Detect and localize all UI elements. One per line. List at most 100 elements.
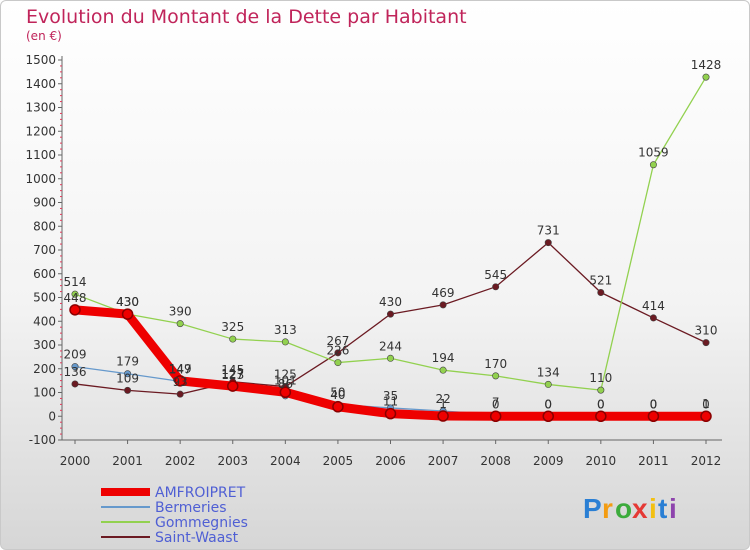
data-point-gommegnies (229, 335, 237, 343)
data-label-bermeries: 0 (544, 397, 552, 411)
y-tick-label: 0 (48, 409, 56, 423)
y-tick-label: 800 (33, 219, 56, 233)
data-point-gommegnies (386, 354, 394, 362)
y-tick-label: 700 (33, 243, 56, 257)
x-tick-label: 2008 (480, 454, 511, 468)
data-point-gommegnies (649, 161, 657, 169)
data-label-gommegnies: 226 (326, 344, 349, 358)
y-tick-label: 1000 (25, 172, 56, 186)
y-tick-label: 1500 (25, 53, 56, 67)
y-tick-label: 600 (33, 267, 56, 281)
data-point-bermeries (71, 363, 79, 371)
x-tick-label: 2003 (217, 454, 248, 468)
data-label-bermeries: 0 (597, 397, 605, 411)
x-tick-label: 2007 (428, 454, 459, 468)
data-label-amfroipret: 101 (274, 373, 297, 387)
data-point-amfroipret (700, 410, 712, 422)
y-tick-label: 100 (33, 386, 56, 400)
data-label-saint-waast: 267 (326, 334, 349, 348)
x-tick-label: 2010 (586, 454, 617, 468)
data-point-bermeries (124, 370, 132, 378)
data-point-amfroipret (542, 410, 554, 422)
logo-letter: t (658, 493, 667, 524)
y-tick-label: 1100 (25, 148, 56, 162)
data-label-gommegnies: 134 (537, 365, 560, 379)
y-tick-label: 1400 (25, 77, 56, 91)
data-point-saint-waast (386, 310, 394, 318)
y-tick-label: 300 (33, 338, 56, 352)
x-tick-label: 2006 (375, 454, 406, 468)
x-tick-label: 2012 (691, 454, 722, 468)
data-label-saint-waast: 310 (695, 324, 718, 338)
data-label-amfroipret: 1 (439, 397, 447, 411)
data-label-gommegnies: 244 (379, 339, 402, 353)
data-point-amfroipret (384, 407, 397, 420)
data-point-amfroipret (174, 375, 186, 387)
data-point-amfroipret (332, 401, 344, 413)
data-point-amfroipret (489, 410, 502, 422)
data-label-saint-waast: 521 (589, 274, 612, 288)
data-label-saint-waast: 125 (274, 368, 297, 382)
legend-label-saint-waast: Saint-Waast (155, 530, 239, 546)
x-tick-label: 2004 (270, 454, 301, 468)
data-label-gommegnies: 390 (169, 305, 192, 319)
x-tick-label: 2002 (165, 454, 196, 468)
x-tick-label: 2005 (323, 454, 354, 468)
data-label-saint-waast: 145 (221, 363, 244, 377)
data-label-bermeries: 209 (64, 348, 87, 362)
y-tick-label: 200 (33, 362, 56, 376)
logo-letter: P (583, 493, 602, 524)
data-label-gommegnies: 430 (116, 295, 139, 309)
data-point-amfroipret (279, 386, 292, 399)
data-point-saint-waast (597, 289, 605, 297)
data-label-saint-waast: 430 (379, 295, 402, 309)
data-label-amfroipret: 127 (221, 367, 244, 381)
data-label-amfroipret: 0 (650, 397, 658, 411)
data-point-saint-waast (334, 349, 342, 357)
logo-letter: r (602, 493, 613, 524)
legend-label-bermeries: Bermeries (155, 500, 227, 516)
data-point-gommegnies (702, 73, 710, 81)
data-point-gommegnies (176, 320, 184, 328)
data-label-amfroipret: 0 (702, 397, 710, 411)
y-tick-label: -100 (29, 433, 56, 447)
x-tick-label: 2011 (638, 454, 669, 468)
data-point-amfroipret (121, 308, 134, 320)
data-label-amfroipret: 0 (597, 397, 605, 411)
chart-title: Evolution du Montant de la Dette par Hab… (26, 6, 467, 28)
legend-label-amfroipret: AMFROIPRET (155, 485, 246, 501)
data-point-amfroipret (595, 410, 607, 422)
data-point-saint-waast (71, 380, 79, 388)
data-point-gommegnies (544, 380, 552, 388)
data-label-gommegnies: 1428 (691, 58, 722, 72)
data-label-bermeries: 1 (702, 397, 710, 411)
data-label-gommegnies: 110 (589, 371, 612, 385)
data-point-gommegnies (281, 338, 289, 346)
y-tick-label: 500 (33, 291, 56, 305)
data-label-saint-waast: 545 (484, 268, 507, 282)
data-label-saint-waast: 469 (432, 286, 455, 300)
data-point-saint-waast (439, 301, 447, 309)
data-labels: 136 109 93 145 125 267 430 469 545 731 521 414 310 51… (64, 58, 722, 411)
data-label-gommegnies: 514 (64, 275, 87, 289)
axes: -100010020030040050060070080090010001100… (25, 53, 722, 468)
data-point-gommegnies (597, 386, 605, 394)
data-point-saint-waast (649, 314, 657, 322)
logo-letter: x (632, 493, 648, 524)
data-point-amfroipret (647, 410, 660, 422)
data-point-gommegnies (334, 359, 342, 367)
data-label-bermeries: 22 (435, 392, 450, 406)
data-label-saint-waast: 93 (173, 375, 188, 389)
legend-label-gommegnies: Gommegnies (155, 515, 248, 531)
data-label-saint-waast: 136 (64, 365, 87, 379)
logo-letter: o (615, 493, 632, 524)
data-label-bermeries: 86 (278, 377, 293, 391)
data-label-bermeries: 50 (330, 385, 345, 399)
data-label-gommegnies: 170 (484, 357, 507, 371)
data-label-amfroipret: 0 (492, 397, 500, 411)
y-tick-label: 1200 (25, 124, 56, 138)
